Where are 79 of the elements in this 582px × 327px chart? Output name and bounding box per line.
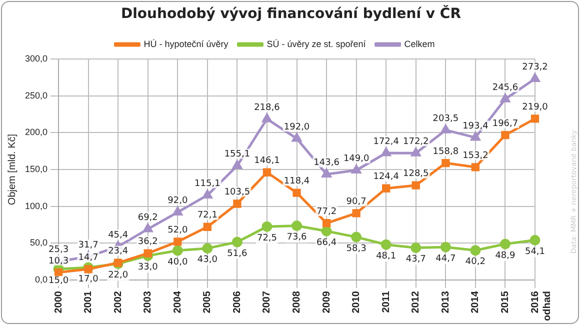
data-label: 77,2 <box>316 206 337 217</box>
x-tick-label: 2016 odhad <box>530 290 553 322</box>
data-label: 153,2 <box>462 150 488 161</box>
data-label: 54,1 <box>524 246 546 257</box>
legend-label: SÚ - úvěry ze st. spoření <box>266 38 366 49</box>
data-label: 72,5 <box>256 233 278 244</box>
x-tick-label: 2011 <box>380 290 392 313</box>
data-label: 72,1 <box>197 210 218 221</box>
x-tick-label: 2002 <box>112 290 124 314</box>
x-tick-label: 2014 <box>470 290 482 314</box>
data-label: 124,4 <box>373 172 400 182</box>
legend-label: Celkem <box>404 38 435 49</box>
data-label: 192,0 <box>284 122 310 132</box>
data-label: 40,2 <box>465 257 486 268</box>
data-label: 219,0 <box>522 102 548 113</box>
data-label: 14,7 <box>78 253 98 264</box>
chart-title: Dlouhodobý vývoj financování bydlení v ČR <box>120 6 462 22</box>
data-label: 40,0 <box>168 257 188 268</box>
y-tick-label: 0,0 <box>35 274 48 284</box>
data-label: 73,6 <box>286 232 308 243</box>
y-axis-title: Objem [mld. Kč] <box>6 134 18 206</box>
x-tick-label: 2001 <box>83 290 94 314</box>
legend-label: HÚ - hypoteční úvěry <box>144 38 229 49</box>
x-tick-label: 2005 <box>202 290 214 314</box>
data-label: 48,9 <box>495 250 516 261</box>
x-tick-label: 2012 <box>410 290 422 314</box>
data-label: 196,7 <box>492 118 518 129</box>
data-label: 58,3 <box>346 244 366 254</box>
data-label: 92,0 <box>168 196 188 206</box>
data-label: 17,0 <box>78 274 99 284</box>
data-label: 48,1 <box>376 251 396 262</box>
y-tick-label: 200,0 <box>24 127 48 138</box>
x-tick-label: 2013 <box>440 290 452 314</box>
data-label: 115,1 <box>194 179 220 190</box>
x-tick-label: 2009 <box>321 290 332 314</box>
data-label: 158,8 <box>432 146 459 157</box>
x-tick-label: 2010 <box>351 290 362 314</box>
y-tick-label: 50,0 <box>30 238 48 248</box>
data-label: 218,6 <box>254 102 280 113</box>
data-label: 143,6 <box>314 158 340 168</box>
data-label: 172,2 <box>403 136 429 147</box>
data-label: 103,5 <box>224 188 250 198</box>
data-label: 33,0 <box>138 262 158 273</box>
data-label: 149,0 <box>343 154 370 164</box>
data-label: 69,2 <box>138 212 158 223</box>
data-label: 90,7 <box>346 197 366 208</box>
data-label: 66,4 <box>316 238 337 248</box>
data-label: 146,1 <box>254 156 280 166</box>
x-tick-label: 2003 <box>142 290 154 314</box>
data-label: 273,2 <box>522 62 548 73</box>
data-label: 128,5 <box>403 169 429 180</box>
data-label: 172,4 <box>373 136 400 147</box>
x-tick-label: 2000 <box>53 290 64 314</box>
data-label: 193,4 <box>462 121 489 132</box>
data-label: 22,0 <box>108 270 128 281</box>
x-tick-label: 2007 <box>262 290 273 314</box>
y-tick-label: 150,0 <box>24 164 48 174</box>
data-label: 43,7 <box>406 254 426 265</box>
y-tick-label: 300,0 <box>24 53 48 64</box>
data-label: 43,0 <box>197 255 218 266</box>
data-label: 245,6 <box>492 82 518 93</box>
data-label: 155,1 <box>224 150 250 160</box>
data-label: 52,0 <box>168 226 188 236</box>
data-label: 203,5 <box>432 114 459 124</box>
data-label: 36,2 <box>138 237 158 248</box>
data-label: 23,4 <box>108 246 128 257</box>
x-tick-label: 2004 <box>172 290 184 314</box>
y-tick-label: 250,0 <box>24 90 48 100</box>
x-tick-label: 2015 <box>500 290 511 314</box>
data-label: 31,7 <box>78 240 98 250</box>
x-tick-label: 2008 <box>292 290 303 314</box>
data-label: 25,3 <box>48 245 69 256</box>
data-label: 44,7 <box>436 254 456 264</box>
x-tick-label: 2006 <box>232 290 243 314</box>
data-label: 51,6 <box>227 248 248 259</box>
data-label: 45,4 <box>108 230 128 240</box>
data-label: 118,4 <box>284 176 310 187</box>
data-label: 15,0 <box>48 276 69 286</box>
y-tick-label: 100,0 <box>24 200 48 211</box>
